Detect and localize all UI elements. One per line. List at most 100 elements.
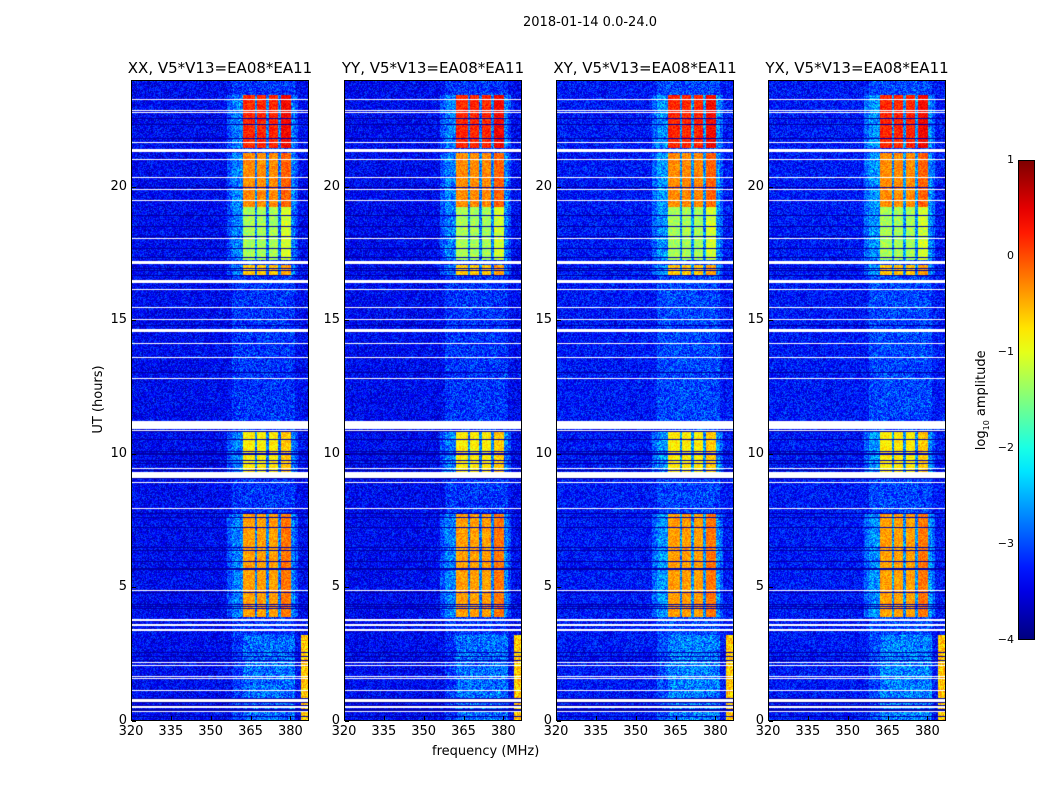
spectrogram-panel-3 <box>768 80 946 721</box>
y-tick-mark <box>132 453 136 455</box>
y-tick-mark <box>132 320 136 322</box>
x-tick-mark <box>768 716 769 720</box>
y-tick-label: 0 <box>543 713 552 728</box>
y-tick-label: 5 <box>543 579 552 595</box>
y-tick-label: 20 <box>323 178 340 194</box>
figure-title: 2018-01-14 0.0-24.0 <box>523 15 657 30</box>
y-tick-label: 0 <box>331 713 340 728</box>
y-tick-label: 0 <box>755 713 764 728</box>
x-tick-mark <box>423 716 425 720</box>
spectrogram-image <box>132 81 308 720</box>
y-tick-label: 15 <box>535 312 552 328</box>
x-tick-mark <box>675 716 677 720</box>
y-tick-label: 5 <box>118 579 127 595</box>
y-tick-mark <box>132 721 136 722</box>
y-tick-label: 20 <box>535 178 552 194</box>
x-tick-label: 365 <box>663 724 688 739</box>
panel-title: YX, V5*V13=EA08*EA11 <box>765 59 949 77</box>
y-tick-mark <box>769 453 773 455</box>
x-tick-mark <box>595 716 597 720</box>
x-tick-mark <box>210 716 212 720</box>
panel-title: XX, V5*V13=EA08*EA11 <box>127 59 313 77</box>
colorbar-tick-label: −1 <box>997 345 1014 358</box>
x-tick-mark <box>503 716 505 720</box>
y-tick-label: 20 <box>110 178 127 194</box>
x-tick-mark <box>847 716 849 720</box>
x-tick-label: 335 <box>371 724 397 739</box>
x-tick-label: 350 <box>411 724 437 739</box>
colorbar <box>1018 160 1035 640</box>
y-tick-label: 10 <box>747 445 764 461</box>
colorbar-tick-label: 1 <box>1007 153 1014 166</box>
spectrogram-image <box>557 81 733 720</box>
x-tick-mark <box>344 716 345 720</box>
x-tick-mark <box>927 716 929 720</box>
x-tick-label: 365 <box>875 724 900 739</box>
x-tick-label: 320 <box>543 724 569 739</box>
x-tick-mark <box>290 716 292 720</box>
spectrogram-image <box>769 81 945 720</box>
y-tick-mark <box>345 453 349 455</box>
colorbar-tick-label: −3 <box>997 537 1014 550</box>
y-tick-label: 15 <box>110 312 127 328</box>
y-tick-mark <box>557 453 561 455</box>
x-tick-label: 380 <box>914 724 940 739</box>
y-tick-mark <box>557 320 561 322</box>
spectrogram-panel-2 <box>556 80 734 721</box>
x-tick-mark <box>383 716 385 720</box>
x-tick-mark <box>807 716 809 720</box>
y-tick-mark <box>345 721 349 722</box>
x-tick-mark <box>250 716 252 720</box>
y-tick-label: 15 <box>323 312 340 328</box>
x-tick-label: 320 <box>331 724 357 739</box>
y-tick-label: 0 <box>118 713 127 728</box>
y-tick-mark <box>557 186 561 188</box>
x-tick-label: 380 <box>277 724 303 739</box>
y-tick-label: 15 <box>747 312 764 328</box>
colorbar-tick-label: 0 <box>1007 249 1014 262</box>
y-tick-label: 5 <box>755 579 764 595</box>
x-tick-mark <box>635 716 637 720</box>
x-tick-label: 380 <box>490 724 516 739</box>
x-tick-mark <box>463 716 465 720</box>
x-tick-label: 350 <box>835 724 861 739</box>
x-tick-label: 365 <box>451 724 476 739</box>
y-tick-mark <box>132 587 136 589</box>
y-tick-label: 20 <box>747 178 764 194</box>
spectrogram-image <box>345 81 521 720</box>
x-tick-label: 365 <box>238 724 263 739</box>
y-tick-label: 10 <box>535 445 552 461</box>
y-tick-mark <box>132 186 136 188</box>
y-tick-mark <box>769 721 773 722</box>
spectrogram-panel-1 <box>344 80 522 721</box>
x-tick-mark <box>887 716 889 720</box>
y-tick-label: 10 <box>110 445 127 461</box>
y-tick-mark <box>557 587 561 589</box>
x-tick-label: 350 <box>623 724 649 739</box>
y-tick-label: 10 <box>323 445 340 461</box>
x-tick-label: 320 <box>118 724 144 739</box>
x-axis-label: frequency (MHz) <box>432 744 540 759</box>
x-tick-mark <box>556 716 557 720</box>
y-axis-label: UT (hours) <box>91 365 106 434</box>
x-tick-label: 320 <box>755 724 781 739</box>
spectrogram-panel-0 <box>131 80 309 721</box>
panel-title: YY, V5*V13=EA08*EA11 <box>341 59 525 77</box>
y-tick-mark <box>345 320 349 322</box>
y-tick-mark <box>557 721 561 722</box>
y-tick-label: 5 <box>331 579 340 595</box>
y-tick-mark <box>769 587 773 589</box>
y-tick-mark <box>769 320 773 322</box>
x-tick-label: 335 <box>583 724 609 739</box>
x-tick-mark <box>715 716 717 720</box>
x-tick-label: 350 <box>198 724 224 739</box>
x-tick-label: 335 <box>158 724 184 739</box>
x-tick-mark <box>170 716 172 720</box>
y-tick-mark <box>345 587 349 589</box>
x-tick-label: 335 <box>795 724 821 739</box>
panel-title: XY, V5*V13=EA08*EA11 <box>553 59 737 77</box>
colorbar-tick-label: −2 <box>997 441 1014 454</box>
y-tick-mark <box>345 186 349 188</box>
y-tick-mark <box>769 186 773 188</box>
